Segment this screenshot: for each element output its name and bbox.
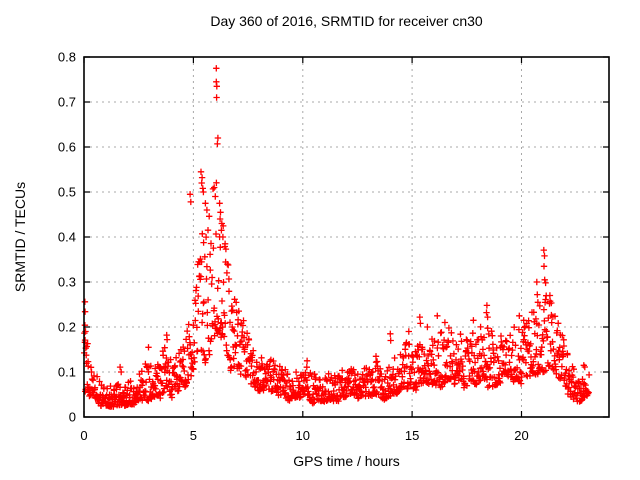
x-tick-label: 15 [405,428,419,443]
x-axis-label: GPS time / hours [293,453,400,469]
x-tick-label: 10 [296,428,310,443]
y-tick-label: 0 [69,410,76,425]
y-tick-label: 0.7 [58,95,76,110]
y-tick-label: 0.6 [58,140,76,155]
x-tick-label: 20 [514,428,528,443]
grid-lines [84,57,609,417]
y-tick-label: 0.5 [58,185,76,200]
y-tick-label: 0.1 [58,365,76,380]
y-tick-label: 0.4 [58,230,76,245]
y-tick-label: 0.8 [58,50,76,65]
chart-title: Day 360 of 2016, SRMTID for receiver cn3… [210,13,483,29]
y-tick-label: 0.3 [58,275,76,290]
y-tick-label: 0.2 [58,320,76,335]
x-tick-label: 5 [190,428,197,443]
axis-ticks [83,56,609,418]
x-tick-label: 0 [80,428,87,443]
